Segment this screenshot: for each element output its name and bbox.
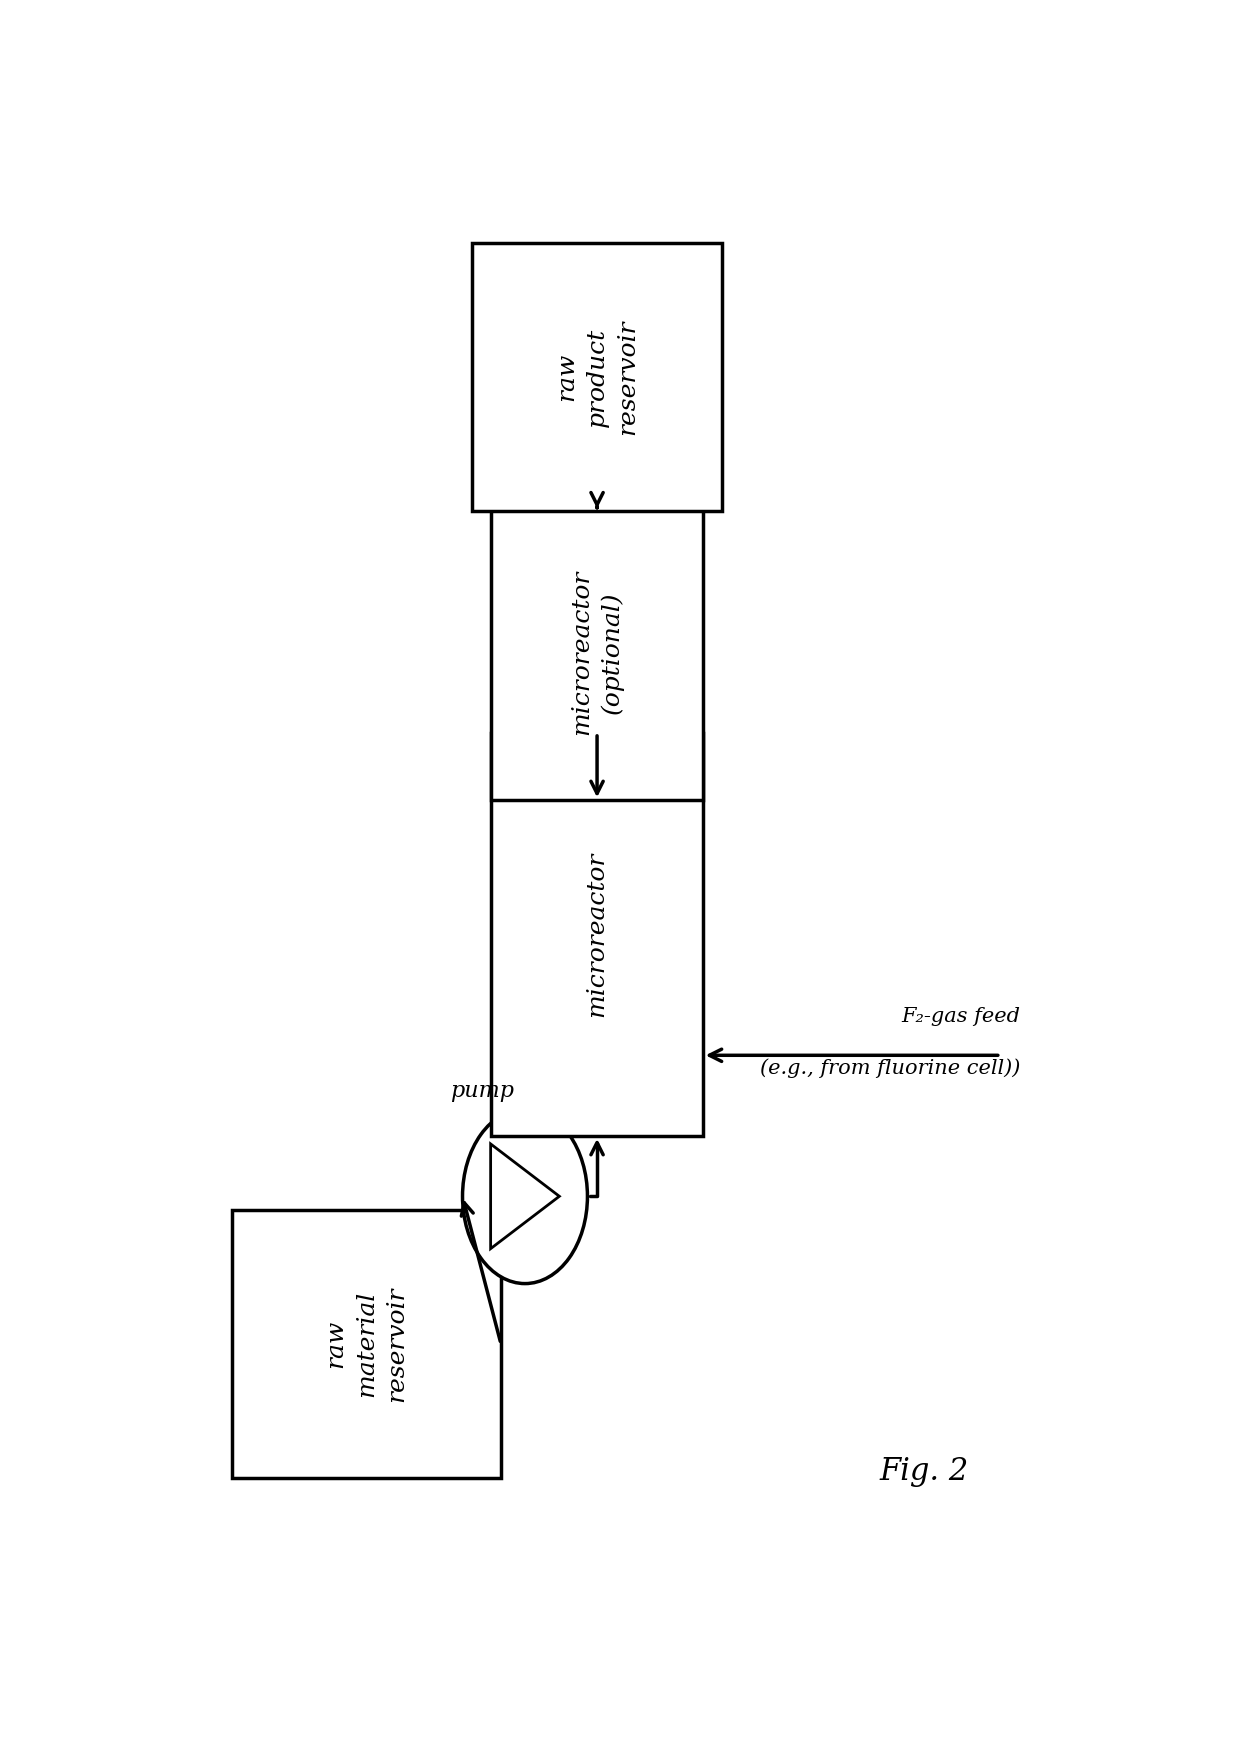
Text: microreactor: microreactor	[585, 851, 609, 1017]
Text: raw
product
reservoir: raw product reservoir	[556, 319, 639, 434]
Text: pump: pump	[450, 1080, 513, 1102]
Bar	[472, 242, 722, 511]
Polygon shape	[491, 1144, 559, 1249]
Bar	[491, 504, 703, 800]
Bar	[232, 1210, 501, 1479]
Bar	[491, 732, 703, 1135]
Text: F₂-gas feed: F₂-gas feed	[901, 1006, 1019, 1025]
Text: raw
material
reservoir: raw material reservoir	[325, 1287, 408, 1402]
Circle shape	[463, 1109, 588, 1284]
Text: (e.g., from fluorine cell)): (e.g., from fluorine cell))	[760, 1059, 1019, 1078]
Text: Fig. 2: Fig. 2	[879, 1456, 968, 1488]
Text: microreactor
(optional): microreactor (optional)	[570, 570, 624, 736]
